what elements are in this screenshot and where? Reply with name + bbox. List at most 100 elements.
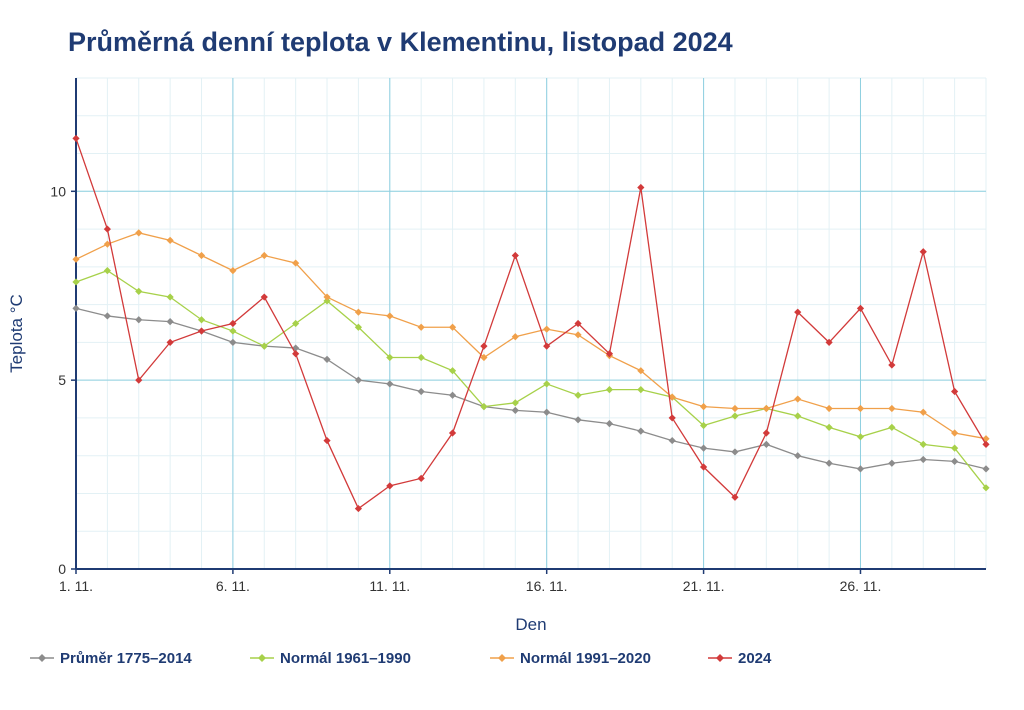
x-tick-label: 26. 11. bbox=[840, 578, 882, 594]
series-line bbox=[75, 232, 987, 440]
x-tick-label: 11. 11. bbox=[369, 578, 410, 594]
data-point bbox=[574, 331, 582, 339]
series-line bbox=[75, 138, 987, 510]
data-point bbox=[197, 251, 206, 260]
data-point bbox=[72, 255, 80, 263]
data-point bbox=[448, 391, 457, 399]
legend: Průměr 1775–2014 Normál 1961–1990 Normál 1… bbox=[30, 650, 772, 667]
series-line bbox=[75, 269, 987, 489]
x-tick-label: 1. 11. bbox=[59, 578, 93, 594]
data-point bbox=[856, 465, 865, 473]
data-point bbox=[323, 297, 331, 305]
data-point bbox=[511, 399, 519, 407]
data-point bbox=[919, 455, 927, 464]
data-point bbox=[292, 259, 300, 267]
data-point bbox=[699, 463, 708, 471]
data-point bbox=[982, 465, 990, 473]
data-point bbox=[637, 183, 645, 192]
series-2 bbox=[72, 267, 990, 492]
data-point bbox=[386, 380, 394, 388]
data-point bbox=[794, 395, 802, 403]
data-point bbox=[386, 482, 394, 490]
data-point bbox=[794, 412, 802, 420]
x-tick-labels: 1. 11. 6. 11. 11. 11. 16. 11. 21. 11. 26. 11. bbox=[59, 569, 881, 594]
data-point bbox=[731, 493, 739, 501]
data-point bbox=[794, 452, 802, 460]
data-point bbox=[762, 440, 770, 448]
data-point bbox=[135, 287, 143, 295]
series-group bbox=[72, 134, 990, 513]
legend-item: Průměr 1775–2014 bbox=[30, 650, 192, 667]
data-point bbox=[480, 402, 488, 411]
data-point bbox=[448, 429, 457, 437]
data-point bbox=[543, 408, 551, 416]
data-point bbox=[668, 436, 676, 445]
data-point bbox=[166, 338, 174, 346]
data-point bbox=[417, 353, 425, 362]
data-point bbox=[197, 316, 206, 324]
data-point bbox=[166, 318, 174, 326]
data-point bbox=[856, 304, 865, 312]
data-point bbox=[574, 391, 582, 399]
data-point bbox=[982, 440, 990, 448]
series-3 bbox=[72, 229, 990, 443]
data-point bbox=[888, 423, 896, 431]
data-point bbox=[103, 225, 111, 233]
data-point bbox=[72, 304, 80, 312]
legend-item: Normál 1991–2020 bbox=[490, 650, 651, 667]
data-point bbox=[103, 312, 111, 320]
data-point bbox=[668, 414, 676, 422]
data-point bbox=[323, 355, 331, 363]
data-point bbox=[982, 484, 990, 492]
data-point bbox=[951, 387, 959, 396]
data-point bbox=[919, 248, 927, 256]
data-point bbox=[731, 404, 739, 413]
data-point bbox=[856, 433, 865, 441]
data-point bbox=[951, 457, 959, 465]
data-point bbox=[605, 350, 614, 358]
data-point bbox=[292, 319, 300, 328]
data-point bbox=[699, 402, 708, 411]
data-point bbox=[229, 327, 237, 335]
data-point bbox=[103, 240, 111, 248]
data-point bbox=[354, 308, 363, 316]
data-point bbox=[260, 342, 268, 350]
data-point bbox=[543, 380, 551, 388]
data-point bbox=[951, 429, 959, 437]
data-point bbox=[354, 323, 363, 331]
legend-marker bbox=[716, 654, 724, 662]
y-tick-labels: 0 5 10 bbox=[50, 183, 76, 577]
data-point bbox=[260, 251, 268, 260]
data-point bbox=[637, 427, 645, 435]
data-point bbox=[323, 293, 331, 301]
legend-label: Normál 1961–1990 bbox=[280, 650, 411, 667]
data-point bbox=[511, 406, 519, 414]
data-point bbox=[951, 444, 959, 452]
data-point bbox=[197, 327, 206, 335]
data-point bbox=[354, 376, 363, 384]
data-point bbox=[417, 387, 425, 396]
data-point bbox=[229, 267, 237, 275]
legend-item: Normál 1961–1990 bbox=[250, 650, 411, 667]
y-tick-label: 10 bbox=[50, 183, 66, 199]
data-point bbox=[229, 338, 237, 346]
data-point bbox=[292, 350, 300, 358]
legend-label: Normál 1991–2020 bbox=[520, 650, 651, 667]
data-point bbox=[888, 404, 896, 413]
data-point bbox=[605, 385, 614, 394]
data-point bbox=[605, 419, 614, 428]
data-point bbox=[480, 353, 488, 362]
data-point bbox=[574, 319, 582, 328]
y-axis-title: Teplota °C bbox=[7, 294, 26, 373]
x-axis-title: Den bbox=[515, 615, 546, 634]
data-point bbox=[229, 319, 237, 328]
data-point bbox=[323, 436, 331, 445]
series-line bbox=[75, 307, 987, 470]
data-point bbox=[292, 344, 300, 352]
chart-title: Průměrná denní teplota v Klementinu, lis… bbox=[68, 27, 733, 57]
data-point bbox=[448, 367, 457, 375]
legend-marker bbox=[258, 654, 266, 662]
data-point bbox=[668, 393, 676, 401]
data-point bbox=[794, 308, 802, 316]
